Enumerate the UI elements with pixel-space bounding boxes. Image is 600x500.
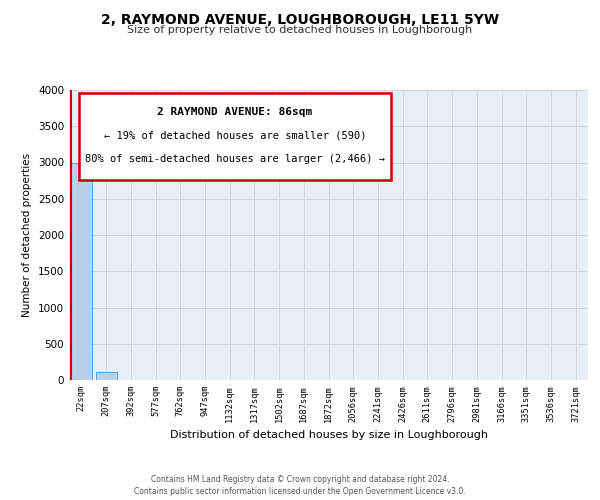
Text: ← 19% of detached houses are smaller (590): ← 19% of detached houses are smaller (59… bbox=[104, 130, 367, 140]
Text: Contains HM Land Registry data © Crown copyright and database right 2024.
Contai: Contains HM Land Registry data © Crown c… bbox=[134, 474, 466, 496]
Bar bbox=[95, 372, 116, 380]
X-axis label: Distribution of detached houses by size in Loughborough: Distribution of detached houses by size … bbox=[170, 430, 487, 440]
Text: 80% of semi-detached houses are larger (2,466) →: 80% of semi-detached houses are larger (… bbox=[85, 154, 385, 164]
Text: 2, RAYMOND AVENUE, LOUGHBOROUGH, LE11 5YW: 2, RAYMOND AVENUE, LOUGHBOROUGH, LE11 5Y… bbox=[101, 12, 499, 26]
Y-axis label: Number of detached properties: Number of detached properties bbox=[22, 153, 32, 317]
Text: Size of property relative to detached houses in Loughborough: Size of property relative to detached ho… bbox=[127, 25, 473, 35]
Bar bbox=[71, 163, 92, 380]
FancyBboxPatch shape bbox=[79, 93, 391, 180]
Text: 2 RAYMOND AVENUE: 86sqm: 2 RAYMOND AVENUE: 86sqm bbox=[157, 108, 313, 118]
